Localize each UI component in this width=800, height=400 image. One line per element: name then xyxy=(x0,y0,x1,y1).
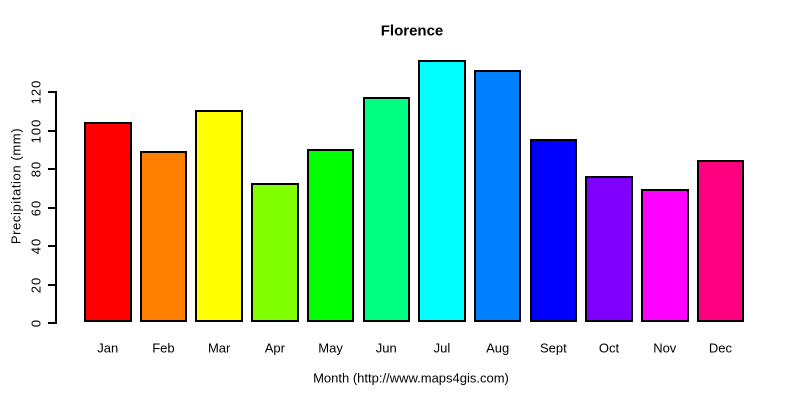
bar-nov xyxy=(641,189,689,322)
x-tick-label-nov: Nov xyxy=(653,340,677,356)
bar-apr xyxy=(251,183,299,322)
x-tick-label-mar: Mar xyxy=(207,340,231,356)
x-tick-label-oct: Oct xyxy=(598,340,620,356)
x-tick-label-apr: Apr xyxy=(264,340,285,356)
x-axis-title: Month (http://www.maps4gis.com) xyxy=(313,370,509,386)
y-tick-label: 60 xyxy=(28,199,44,216)
bar-jun xyxy=(362,96,410,322)
y-tick-mark xyxy=(48,245,55,247)
y-tick-label: 120 xyxy=(28,79,44,105)
y-tick-mark xyxy=(48,91,55,93)
bar-oct xyxy=(585,175,633,322)
x-tick-label-may: May xyxy=(318,340,343,356)
bar-dec xyxy=(696,160,745,322)
bar-aug xyxy=(473,69,522,322)
y-axis-title: Precipitation (mm) xyxy=(8,127,24,245)
x-tick-label-sept: Sept xyxy=(539,340,567,356)
bar-may xyxy=(306,148,355,322)
chart-title: Florence xyxy=(380,22,444,40)
y-tick-label: 20 xyxy=(28,276,44,293)
y-tick-mark xyxy=(48,168,55,170)
x-tick-label-aug: Aug xyxy=(486,340,510,356)
y-axis-line xyxy=(55,91,57,324)
x-tick-label-dec: Dec xyxy=(708,340,732,356)
y-tick-mark xyxy=(48,283,55,286)
y-tick-label: 0 xyxy=(28,318,44,328)
bar-jan xyxy=(84,121,132,322)
y-tick-mark xyxy=(48,129,55,132)
y-tick-label: 40 xyxy=(28,237,44,255)
x-tick-label-jun: Jun xyxy=(375,340,397,356)
bar-jul xyxy=(418,60,466,322)
x-tick-label-jan: Jan xyxy=(97,340,119,356)
x-tick-label-jul: Jul xyxy=(433,340,451,356)
bar-feb xyxy=(139,150,188,322)
y-tick-label: 100 xyxy=(28,118,44,143)
y-tick-mark xyxy=(48,322,55,324)
y-tick-mark xyxy=(48,206,55,209)
bar-mar xyxy=(195,110,243,322)
y-tick-label: 80 xyxy=(28,160,44,178)
bar-sept xyxy=(529,139,578,322)
x-tick-label-feb: Feb xyxy=(152,340,175,356)
